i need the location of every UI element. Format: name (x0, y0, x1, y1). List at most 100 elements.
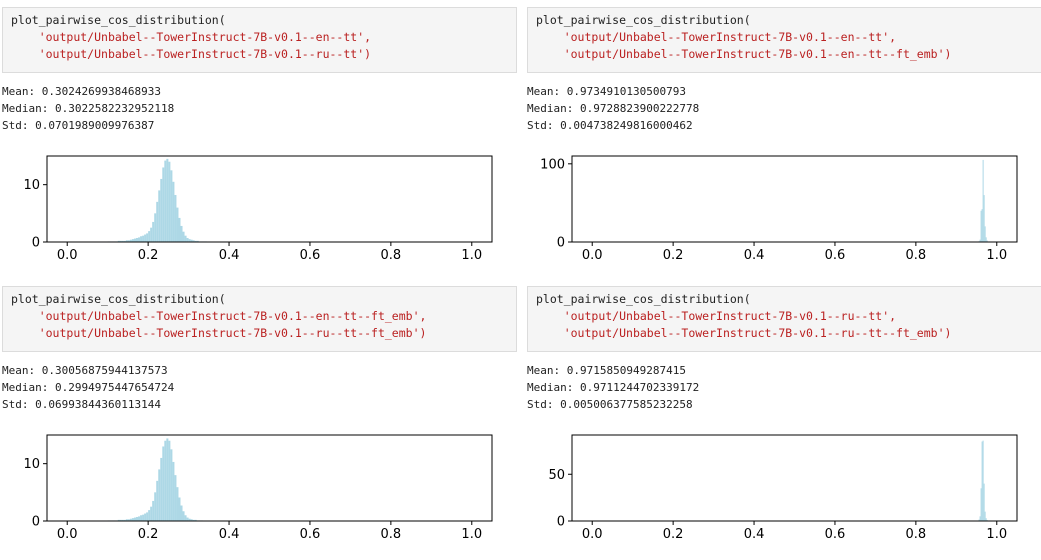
histogram-bars (108, 438, 490, 521)
histogram-bar (148, 510, 150, 521)
histogram-bar (158, 190, 160, 242)
x-tick-label: 0.4 (744, 527, 765, 542)
histogram-bar (138, 516, 140, 521)
histogram-bar (164, 161, 166, 242)
y-tick-label: 0 (32, 515, 40, 530)
histogram-bar (138, 237, 140, 242)
x-tick-label: 0.0 (57, 527, 78, 542)
x-tick-label: 0.2 (663, 527, 684, 542)
histogram-bar (176, 487, 178, 521)
plot-frame (47, 156, 492, 242)
x-tick-label: 0.8 (906, 248, 927, 263)
histogram-bar (140, 236, 142, 242)
std-value: Std: 0.005006377585232258 (527, 398, 693, 411)
plot-frame (572, 435, 1017, 521)
x-tick-label: 0.6 (300, 248, 321, 263)
y-tick-label: 0 (557, 236, 565, 251)
histogram-bar (172, 182, 174, 242)
histogram-bar (144, 514, 146, 521)
std-value: Std: 0.0701989009976387 (2, 119, 154, 132)
stats-output: Mean: 0.30056875944137573 Median: 0.2994… (2, 362, 174, 413)
histogram-bar (183, 232, 185, 242)
argument-1: 'output/Unbabel--TowerInstruct-7B-v0.1--… (564, 309, 896, 323)
y-tick-label: 10 (23, 178, 40, 193)
x-tick-label: 1.0 (461, 527, 482, 542)
histogram-bar (148, 231, 150, 242)
histogram-bar (170, 449, 172, 521)
histogram-bar (164, 441, 166, 521)
histogram-bar (983, 160, 984, 242)
histogram-bar (146, 233, 148, 242)
notebook-cell-1: plot_pairwise_cos_distribution( 'output/… (2, 2, 522, 281)
histogram-bar (982, 442, 983, 521)
x-tick-label: 0.4 (744, 248, 765, 263)
histogram-bar (185, 236, 187, 242)
histogram-bar (980, 516, 981, 521)
histogram-bar (172, 462, 174, 521)
histogram-bar (162, 446, 164, 521)
x-tick-label: 0.0 (582, 527, 603, 542)
x-tick-label: 1.0 (986, 527, 1007, 542)
mean-value: Mean: 0.9734910130500793 (527, 85, 686, 98)
x-tick-label: 0.8 (381, 527, 402, 542)
argument-2: 'output/Unbabel--TowerInstruct-7B-v0.1--… (39, 47, 371, 61)
code-input[interactable]: plot_pairwise_cos_distribution( 'output/… (527, 286, 1041, 352)
argument-2: 'output/Unbabel--TowerInstruct-7B-v0.1--… (564, 326, 952, 340)
histogram-bars (977, 160, 990, 242)
plot-frame (47, 435, 492, 521)
plot-frame (572, 156, 1017, 242)
function-call: plot_pairwise_cos_distribution( (536, 13, 751, 27)
histogram-bar (144, 235, 146, 242)
x-tick-label: 0.6 (825, 248, 846, 263)
histogram-bar (168, 441, 170, 521)
histogram-bar (187, 238, 189, 242)
histogram-bar (166, 159, 168, 242)
histogram-bar (985, 512, 986, 521)
stats-output: Mean: 0.9715850949287415 Median: 0.97112… (527, 362, 699, 413)
argument-1: 'output/Unbabel--TowerInstruct-7B-v0.1--… (564, 30, 896, 44)
histogram-bar (134, 518, 136, 521)
histogram-bar (152, 501, 154, 521)
code-input[interactable]: plot_pairwise_cos_distribution( 'output/… (527, 7, 1041, 73)
notebook-cell-3: plot_pairwise_cos_distribution( 'output/… (2, 281, 522, 560)
histogram-bar (981, 211, 982, 242)
code-input[interactable]: plot_pairwise_cos_distribution( 'output/… (2, 7, 517, 73)
x-tick-label: 0.4 (219, 248, 240, 263)
y-tick-label: 0 (557, 515, 565, 530)
x-tick-label: 0.4 (219, 527, 240, 542)
function-call: plot_pairwise_cos_distribution( (11, 292, 226, 306)
mean-value: Mean: 0.30056875944137573 (2, 364, 168, 377)
histogram-bar (134, 239, 136, 242)
x-tick-label: 0.6 (300, 527, 321, 542)
code-input[interactable]: plot_pairwise_cos_distribution( 'output/… (2, 286, 517, 352)
y-tick-label: 0 (32, 236, 40, 251)
x-tick-label: 0.2 (663, 248, 684, 263)
x-tick-label: 1.0 (461, 248, 482, 263)
histogram-bar (156, 481, 158, 521)
histogram-bar (183, 511, 185, 521)
argument-2: 'output/Unbabel--TowerInstruct-7B-v0.1--… (564, 47, 952, 61)
histogram-bar (187, 518, 189, 521)
histogram-bar (181, 226, 183, 242)
histogram-bar (160, 458, 162, 521)
histogram-bar (168, 162, 170, 242)
median-value: Median: 0.3022582232952118 (2, 102, 174, 115)
y-tick-label: 100 (540, 157, 565, 172)
x-tick-label: 0.8 (381, 248, 402, 263)
x-tick-label: 0.6 (825, 527, 846, 542)
histogram-bars (977, 441, 990, 522)
histogram-bar (156, 202, 158, 242)
stats-output: Mean: 0.3024269938468933 Median: 0.30225… (2, 83, 174, 134)
std-value: Std: 0.004738249816000462 (527, 119, 693, 132)
histogram-bar (185, 515, 187, 521)
histogram-bar (178, 497, 180, 521)
x-tick-label: 0.0 (582, 248, 603, 263)
function-call: plot_pairwise_cos_distribution( (11, 13, 226, 27)
histogram-bar (166, 438, 168, 521)
histogram-bar (154, 213, 156, 242)
histogram-bar (150, 228, 152, 242)
argument-1: 'output/Unbabel--TowerInstruct-7B-v0.1--… (39, 30, 371, 44)
histogram-bar (178, 218, 180, 242)
histogram-bar (158, 469, 160, 521)
